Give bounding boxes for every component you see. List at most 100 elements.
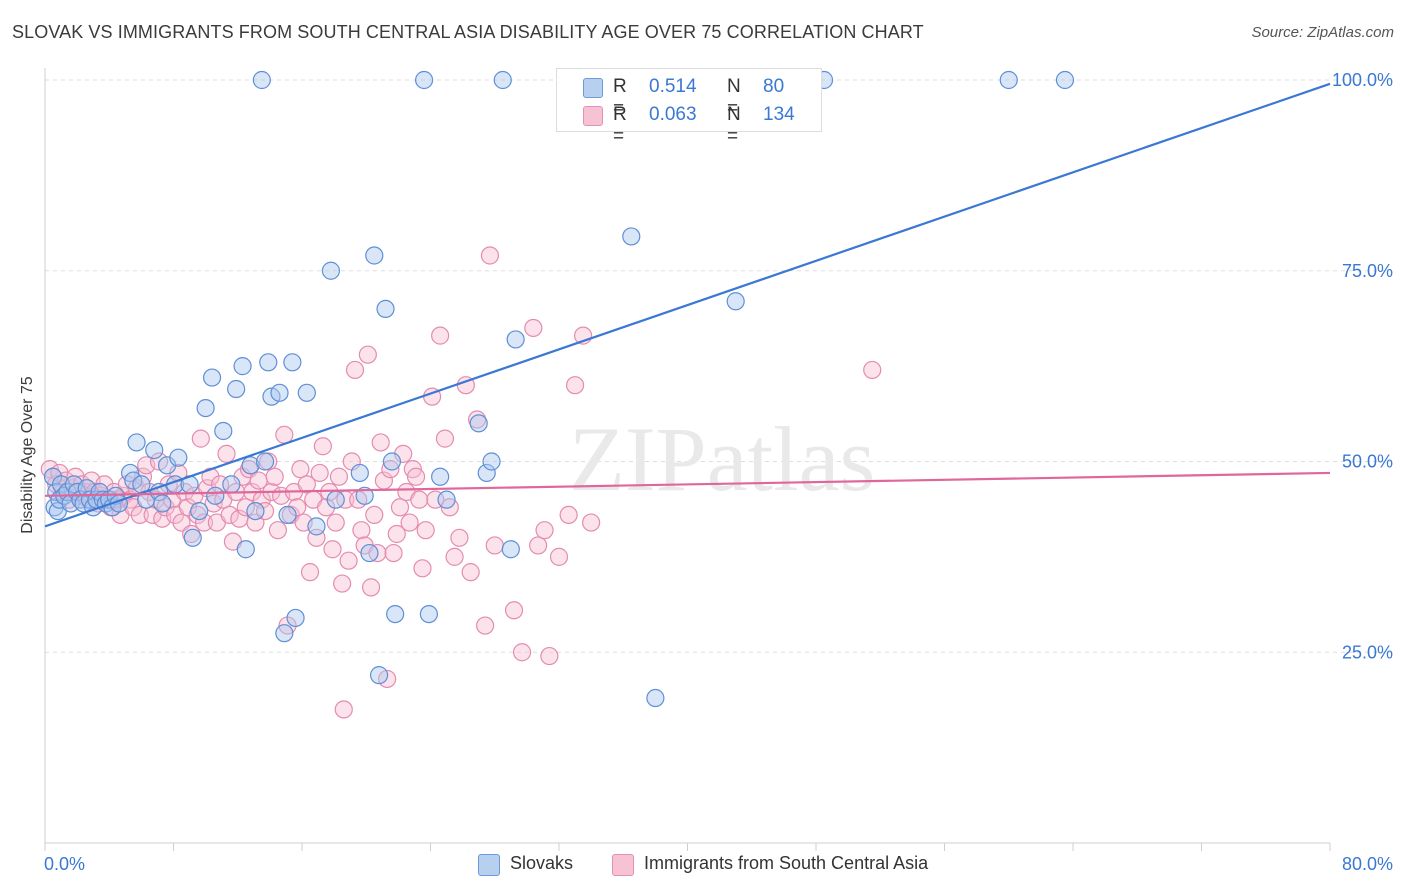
immigrants-point bbox=[524, 318, 543, 338]
slovaks-point bbox=[999, 70, 1018, 90]
immigrants-point bbox=[406, 467, 426, 486]
slovaks-point bbox=[275, 624, 294, 643]
slovaks-point bbox=[726, 292, 745, 311]
slovaks-point bbox=[431, 467, 450, 486]
immigrants-point bbox=[300, 563, 320, 582]
immigrants-point bbox=[255, 501, 275, 521]
immigrants-point bbox=[540, 646, 559, 666]
slovaks-point bbox=[622, 227, 641, 246]
immigrants-point bbox=[334, 700, 353, 719]
immigrants-point bbox=[297, 475, 316, 494]
immigrants-point bbox=[323, 540, 342, 559]
r-value: 0.514 bbox=[649, 76, 697, 97]
chart-title: SLOVAK VS IMMIGRANTS FROM SOUTH CENTRAL … bbox=[12, 22, 924, 42]
slovaks-point bbox=[297, 383, 316, 402]
slovaks-point bbox=[252, 70, 271, 90]
slovaks-point bbox=[241, 456, 260, 475]
slovaks-point bbox=[255, 452, 275, 471]
slovaks-point bbox=[419, 604, 438, 624]
slovaks-point bbox=[376, 299, 395, 318]
slovaks-point bbox=[169, 448, 188, 467]
immigrants-point bbox=[461, 563, 480, 582]
immigrants-point bbox=[326, 513, 345, 532]
gridlines bbox=[45, 79, 1392, 653]
immigrants-point bbox=[371, 433, 390, 452]
y-axis-label: Disability Age Over 75 bbox=[19, 376, 36, 534]
slovaks-point bbox=[202, 368, 222, 387]
tick-labels: 25.0% 50.0% 75.0% 100.0% 0.0% 80.0% bbox=[44, 70, 1393, 874]
x-tick-label: 0.0% bbox=[44, 854, 85, 874]
slovaks-point bbox=[386, 604, 405, 624]
r-label: R = bbox=[613, 104, 627, 147]
immigrants-point bbox=[450, 528, 469, 547]
immigrants-point bbox=[863, 360, 882, 380]
immigrants-trend-line bbox=[44, 471, 1331, 497]
slovaks-point bbox=[214, 421, 233, 441]
immigrants-point bbox=[390, 498, 410, 517]
slovaks-point bbox=[145, 440, 164, 460]
immigrants-point bbox=[549, 547, 569, 566]
immigrants-point bbox=[329, 467, 349, 486]
slovaks-point bbox=[270, 383, 289, 402]
slovaks-point bbox=[190, 501, 209, 521]
correlation-legend: R = 0.514 N = 80 R = 0.063 N = 134 bbox=[556, 68, 822, 147]
immigrants-point bbox=[313, 437, 332, 456]
y-tick-label: 50.0% bbox=[1342, 452, 1393, 472]
slovaks-point bbox=[370, 666, 389, 685]
immigrants-point bbox=[512, 643, 532, 662]
slovaks-point bbox=[382, 452, 402, 471]
slovaks-point bbox=[437, 490, 456, 509]
slovaks-point bbox=[365, 246, 384, 265]
immigrants-point bbox=[565, 376, 585, 395]
immigrants-point bbox=[582, 513, 601, 532]
immigrants-point bbox=[431, 326, 450, 345]
slovaks-point bbox=[493, 70, 512, 90]
slovaks-point bbox=[501, 540, 520, 559]
slovaks-point bbox=[283, 353, 302, 372]
immigrants-point bbox=[265, 467, 284, 486]
slovaks-point bbox=[360, 543, 379, 563]
slovaks-point bbox=[469, 414, 488, 433]
immigrants-point bbox=[384, 543, 403, 563]
y-tick-label: 75.0% bbox=[1342, 261, 1393, 281]
immigrants-point bbox=[191, 429, 210, 448]
immigrants-point bbox=[400, 513, 419, 532]
immigrants-point bbox=[535, 521, 554, 540]
slovaks-point bbox=[326, 490, 345, 509]
slovaks-point bbox=[321, 261, 341, 280]
y-tick-label: 25.0% bbox=[1342, 642, 1393, 662]
slovaks-point bbox=[1055, 70, 1075, 90]
immigrants-point bbox=[480, 246, 500, 265]
immigrants-point bbox=[333, 574, 352, 593]
slovaks-point bbox=[222, 475, 241, 494]
n-value: 134 bbox=[763, 104, 795, 125]
slovaks-point bbox=[286, 608, 305, 628]
immigrants-point bbox=[316, 498, 336, 517]
immigrants-point bbox=[291, 460, 310, 479]
legend-label: Immigrants from South Central Asia bbox=[644, 853, 929, 873]
source-label: Source: ZipAtlas.com bbox=[1251, 24, 1394, 41]
immigrants-point bbox=[410, 490, 429, 509]
immigrants-point bbox=[339, 551, 358, 570]
immigrants-point bbox=[504, 601, 524, 620]
legend-swatch-pink bbox=[612, 854, 634, 876]
legend-swatch-pink bbox=[583, 106, 603, 126]
immigrants-point bbox=[194, 513, 214, 532]
slovaks-point bbox=[482, 452, 501, 471]
x-tick-label: 80.0% bbox=[1342, 854, 1393, 874]
legend-swatch-blue bbox=[478, 854, 500, 876]
immigrants-point bbox=[435, 429, 455, 448]
immigrants-point bbox=[361, 578, 381, 597]
slovaks-point bbox=[51, 475, 71, 494]
n-label: N = bbox=[727, 76, 741, 119]
n-value: 80 bbox=[763, 76, 785, 97]
immigrants-point bbox=[559, 505, 578, 525]
slovaks-point bbox=[477, 463, 496, 483]
slovaks-point bbox=[153, 494, 172, 513]
slovaks-point bbox=[278, 505, 297, 525]
slovaks-point bbox=[646, 688, 665, 708]
slovaks-point bbox=[259, 353, 278, 372]
r-value: 0.063 bbox=[649, 104, 697, 125]
slovaks-point bbox=[236, 540, 255, 559]
